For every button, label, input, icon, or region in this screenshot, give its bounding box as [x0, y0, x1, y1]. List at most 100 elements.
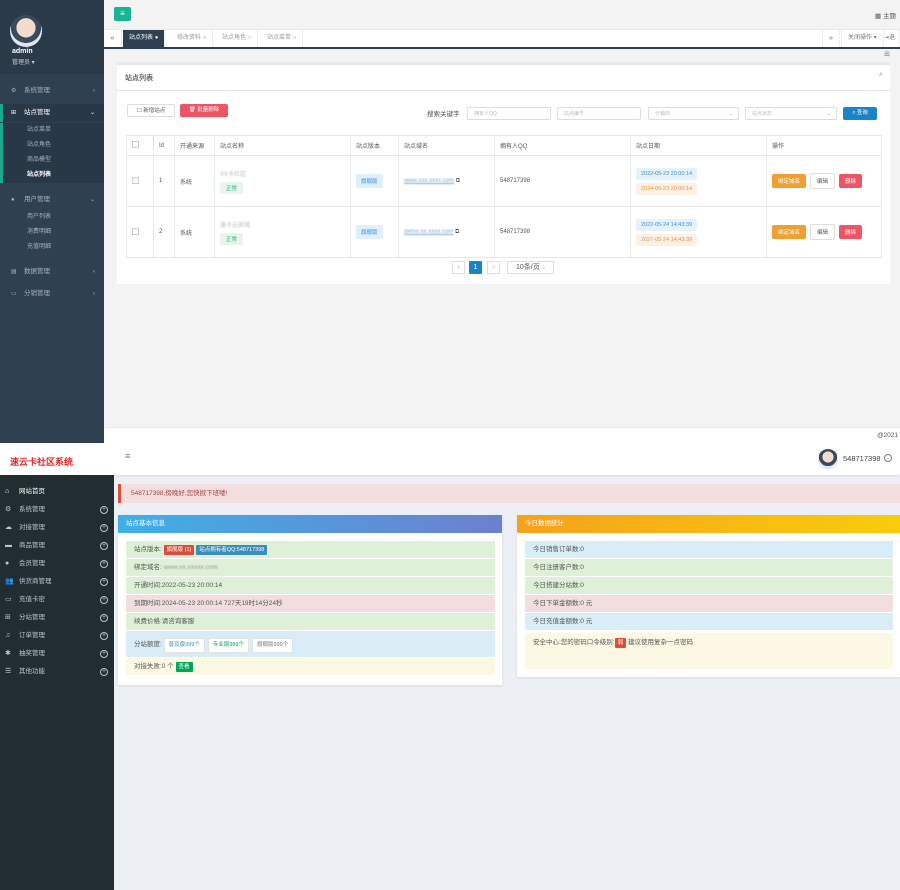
owner-qq-input[interactable]: 拥有人QQ	[467, 107, 551, 120]
sidebar-item-system[interactable]: ⚙ 系统管理 ‹	[0, 82, 104, 100]
per-page-select[interactable]: 10条/页 ⌄	[507, 261, 554, 274]
column-header: 站点名称	[214, 135, 351, 156]
sidebar-item-data[interactable]: ▤ 数据管理 ‹	[0, 263, 104, 281]
cell-owner-qq: 548717398	[494, 206, 631, 258]
plus-circle-icon: +	[100, 650, 108, 658]
chevron-left-icon: ‹	[93, 269, 95, 275]
close-icon[interactable]: ○	[247, 35, 252, 41]
chevron-down-icon[interactable]: ⌄	[884, 454, 892, 462]
sidebar-item-system[interactable]: ⚙ 系统管理 +	[0, 501, 114, 519]
bars-icon: ☰	[5, 668, 12, 675]
version-badge: 旗舰版	[356, 174, 383, 188]
edit-button[interactable]: 编辑	[810, 224, 836, 240]
chevron-down-icon: ⌄	[89, 197, 95, 203]
logout-button[interactable]: ⇥退出	[882, 30, 900, 58]
sidebar-item-members[interactable]: ● 会员管理 +	[0, 555, 114, 573]
distributor-select[interactable]: 分销商 ⌄	[648, 107, 739, 120]
site-name: 速卡云商城	[220, 222, 251, 229]
sidebar-sub-site-role[interactable]: 站点角色	[0, 138, 104, 153]
tab-site-list[interactable]: 站点列表 ●	[123, 30, 166, 47]
gears-icon: ⚙	[5, 506, 12, 513]
copyright-text: @2021	[876, 432, 898, 439]
sidebar-item-home[interactable]: ⌂ 网站首页	[0, 483, 114, 501]
add-site-button[interactable]: ☐ 新增站点	[127, 104, 175, 117]
sidebar-sub-recharge-detail[interactable]: 充值明细	[27, 244, 52, 250]
batch-delete-button[interactable]: 🗑 批量删除	[180, 104, 228, 117]
tab-site-menu[interactable]: 站点菜单 ○	[261, 30, 304, 47]
tab-scroll-right-button[interactable]: »	[822, 30, 840, 47]
sidebar-item-substations[interactable]: ⊞ 分站管理 +	[0, 609, 114, 627]
avatar[interactable]	[10, 15, 42, 47]
close-icon[interactable]: ○	[202, 35, 207, 41]
search-button[interactable]: ⌕ 查询	[843, 107, 877, 120]
sidebar-item-lottery[interactable]: ✱ 抽奖管理 +	[0, 645, 114, 663]
cell-name: XX卡社区 正常	[214, 155, 351, 207]
menu-toggle-button[interactable]: ≡	[114, 7, 131, 21]
today-orders-row: 今日销售订单数:0	[525, 541, 893, 559]
close-operations-dropdown[interactable]: 关闭操作 ▾	[841, 30, 884, 47]
bind-domain-button[interactable]: 绑定域名	[772, 174, 807, 188]
version-tag: 旗舰版 (1)	[163, 545, 195, 555]
avatar[interactable]	[818, 449, 838, 469]
domain-link[interactable]: www.xxx.xxxx.com	[404, 177, 455, 184]
credit-card-icon: ▭	[5, 596, 12, 603]
security-row: 安全中心:您的密码口令级别: 弱 建议使用复杂一点密码	[525, 633, 893, 670]
sidebar-item-products[interactable]: ▬ 商品管理 +	[0, 537, 114, 555]
profile-role-dropdown[interactable]: 管理员 ▾	[12, 60, 35, 66]
sidebar-sub-site-menu[interactable]: 站点菜单	[0, 123, 104, 138]
sidebar-item-docking[interactable]: ☁ 对接管理 +	[0, 519, 114, 537]
today-recharge-amount-row: 今日充值金额数:0 元	[525, 613, 893, 631]
chevron-down-icon: ⌄	[89, 110, 95, 116]
sidebar-item-other[interactable]: ☰ 其他功能 +	[0, 663, 114, 681]
user-qq[interactable]: 548717398	[843, 454, 881, 463]
tab-site-role[interactable]: 站点角色 ○	[216, 30, 259, 47]
close-icon[interactable]: ●	[154, 35, 159, 41]
copy-icon[interactable]: ⧉	[455, 177, 460, 184]
cell-version: 旗舰版	[350, 206, 399, 258]
sidebar-item-site[interactable]: ⊞ 站点管理 ⌄	[0, 104, 104, 122]
delete-button[interactable]: 删除	[839, 174, 863, 188]
copy-icon[interactable]: ⧉	[455, 228, 460, 235]
brand-logo[interactable]: 速云卡社区系统	[10, 457, 74, 467]
chevron-up-icon[interactable]: ˄	[878, 72, 883, 79]
delete-button[interactable]: 删除	[839, 225, 863, 239]
site-status-select[interactable]: 站点状态 ⌄	[745, 107, 837, 120]
page-1-button[interactable]: 1	[469, 261, 482, 274]
tab-scroll-left-button[interactable]: «	[104, 30, 122, 47]
sidebar-sub-site-list[interactable]: 站点列表	[0, 168, 104, 183]
select-all-checkbox[interactable]	[126, 135, 154, 156]
panel-title: 站点列表	[125, 75, 153, 82]
row-checkbox[interactable]	[126, 155, 154, 207]
sidebar-item-distribution[interactable]: ▭ 分销管理 ‹	[0, 285, 104, 303]
greeting-alert: 548717398,傍晚好,您快掀下班喽!	[118, 484, 900, 503]
sidebar-sub-consume-detail[interactable]: 消费明细	[27, 229, 52, 235]
expire-time-row: 到期时间:2024-05-23 20:00:14 727天19时14分24秒	[126, 595, 495, 613]
prev-page-button[interactable]: ‹	[452, 261, 465, 274]
trash-icon: 🗑	[188, 107, 198, 113]
view-dock-fail-button[interactable]: 查看	[175, 662, 193, 672]
hamburger-icon[interactable]: ≡	[125, 451, 131, 461]
edit-button[interactable]: 编辑	[810, 173, 836, 189]
theme-button[interactable]: ▦ 主题	[875, 13, 896, 20]
dashboard-header: 速云卡社区系统 ≡ 548717398 ⌄	[0, 443, 900, 475]
today-substations-row: 今日搭建分站数:0	[525, 577, 893, 595]
admin-profile: admin 管理员 ▾	[0, 0, 104, 74]
sidebar-sub-user-list[interactable]: 用户列表	[27, 214, 52, 220]
tab-edit-profile[interactable]: 修改资料 ○	[171, 30, 214, 47]
site-number-input[interactable]: 站点编号	[557, 107, 641, 120]
plus-circle-icon: +	[100, 668, 108, 676]
bind-domain-button[interactable]: 绑定域名	[772, 225, 807, 239]
divider	[117, 90, 890, 91]
sidebar-item-orders[interactable]: ♫ 订单管理 +	[0, 627, 114, 645]
sidebar-sub-product-model[interactable]: 商品模型	[0, 153, 104, 168]
chevron-down-icon: ⌄	[541, 265, 546, 271]
domain-link[interactable]: demo.xx.xxxx.com	[404, 228, 454, 235]
sidebar-item-suppliers[interactable]: 👥 供货商管理 +	[0, 573, 114, 591]
row-checkbox[interactable]	[126, 206, 154, 258]
sidebar-item-recharge-cards[interactable]: ▭ 充值卡密 +	[0, 591, 114, 609]
sidebar-item-users[interactable]: ● 用户管理 ⌄	[0, 191, 104, 209]
theme-icon: ▦	[875, 13, 883, 20]
next-page-button[interactable]: ›	[487, 261, 500, 274]
close-icon[interactable]: ○	[292, 35, 297, 41]
admin-footer: @2021	[104, 427, 900, 443]
